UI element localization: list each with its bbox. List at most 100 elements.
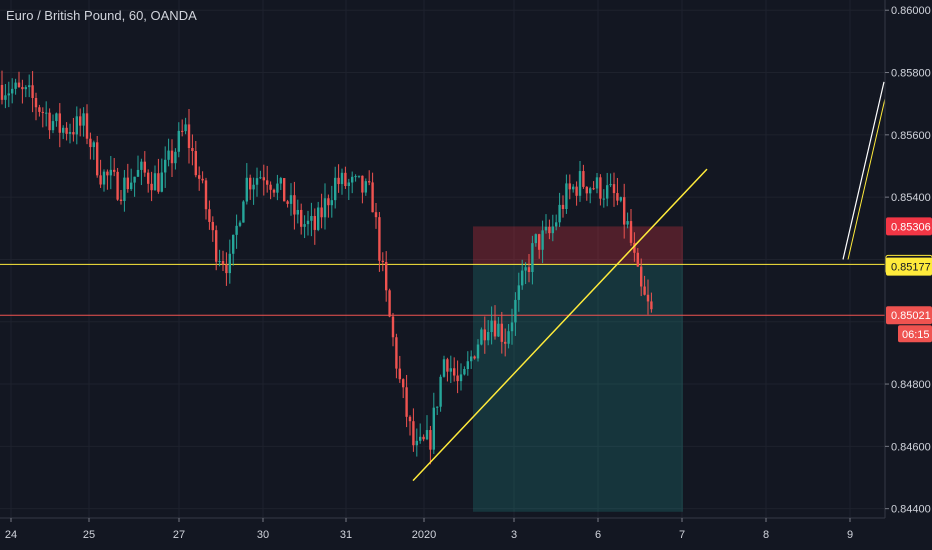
candle: [106, 169, 109, 190]
candle: [374, 202, 378, 229]
candle: [65, 122, 68, 141]
candle-body: [187, 124, 191, 149]
stop-loss-zone[interactable]: [473, 226, 683, 265]
time-axis[interactable]: [0, 518, 885, 550]
candle: [85, 104, 89, 145]
candle: [17, 71, 21, 88]
candle: [34, 92, 38, 121]
drawing-line[interactable]: [842, 81, 885, 260]
candle: [323, 183, 327, 230]
candle: [436, 406, 439, 415]
candle: [24, 85, 27, 98]
candle-body: [109, 169, 112, 176]
candle-body: [133, 176, 136, 183]
candle: [619, 196, 622, 203]
candle-body: [473, 356, 476, 359]
candle-body: [228, 253, 231, 274]
trendline-layer[interactable]: [412, 81, 887, 482]
candle-body: [626, 221, 629, 225]
candle: [289, 183, 293, 216]
candle: [361, 175, 364, 204]
candle: [99, 159, 102, 188]
candle-body: [310, 216, 313, 221]
candle-body: [320, 207, 323, 218]
price-tick-label: 0.84600: [891, 441, 931, 453]
horizontal-lines[interactable]: [0, 263, 885, 316]
candle: [551, 214, 554, 242]
price-marker-box: [886, 306, 932, 325]
time-tick-label: 6: [595, 529, 601, 541]
candle: [606, 172, 609, 207]
candle-body: [279, 178, 282, 184]
candle-body: [395, 337, 398, 369]
candle-body: [514, 299, 517, 323]
candle-body: [330, 200, 333, 206]
candle: [249, 174, 252, 200]
candle-body: [99, 175, 102, 185]
candle: [201, 171, 204, 184]
candle: [215, 225, 218, 271]
time-tick-label: 8: [763, 529, 769, 541]
candle-body: [62, 127, 65, 133]
candle-body: [58, 113, 61, 133]
candle: [487, 320, 490, 346]
candle-body: [619, 197, 622, 201]
candle: [279, 176, 282, 190]
candle-body: [374, 212, 378, 218]
candle-body: [521, 270, 524, 286]
candle: [170, 139, 174, 177]
position-tool[interactable]: [473, 226, 683, 512]
axis-corner[interactable]: [885, 518, 932, 550]
candle: [79, 108, 82, 137]
candle: [449, 355, 452, 383]
candle: [266, 165, 269, 193]
candle: [483, 316, 486, 354]
candle: [38, 104, 41, 117]
candle-body: [531, 243, 534, 273]
drawing-line[interactable]: [847, 94, 887, 260]
candle: [191, 134, 194, 166]
candle: [514, 292, 517, 336]
candle-body: [75, 116, 78, 135]
candle-body: [65, 127, 68, 134]
candle: [28, 74, 31, 98]
candle: [541, 220, 544, 264]
candle: [398, 355, 401, 383]
candle-body: [184, 124, 187, 132]
candle: [439, 374, 442, 412]
candle-body: [147, 172, 150, 184]
candle-body: [245, 177, 248, 202]
candle: [402, 378, 405, 399]
candle: [184, 117, 187, 135]
candle-body: [524, 267, 527, 271]
candle-body: [72, 132, 75, 135]
candle-body: [218, 261, 221, 263]
candle: [378, 211, 381, 272]
candle: [616, 177, 619, 206]
candle-body: [17, 82, 21, 88]
candle: [245, 163, 248, 205]
candle-body: [150, 183, 153, 191]
candle-body: [252, 184, 255, 190]
price-marker: 0.85177: [886, 257, 932, 276]
trendline[interactable]: [412, 168, 708, 482]
candle: [561, 195, 565, 218]
candle: [504, 328, 507, 357]
candle: [476, 339, 480, 362]
candle: [48, 108, 51, 139]
candle-body: [497, 323, 500, 337]
candle: [143, 151, 146, 177]
candle: [527, 254, 531, 283]
candle-body: [599, 177, 602, 199]
candle: [259, 170, 262, 180]
candle-body: [181, 130, 184, 132]
time-tick-label: 30: [257, 529, 269, 541]
candle: [646, 279, 650, 315]
candle-body: [500, 323, 503, 342]
candle-body: [208, 209, 211, 222]
candle-body: [354, 176, 357, 178]
candle-body: [48, 112, 51, 131]
time-tick-label: 3: [511, 529, 517, 541]
candle: [592, 181, 595, 191]
